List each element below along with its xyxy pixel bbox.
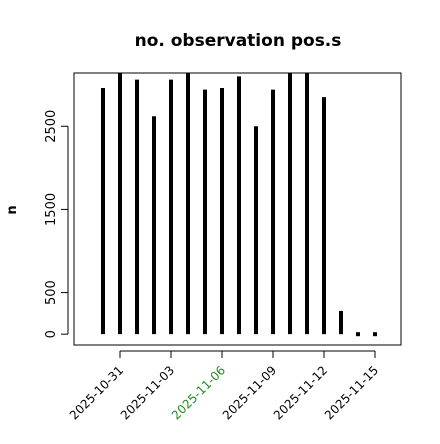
y-tick-label: 0 <box>44 330 59 338</box>
y-tick-label: 2500 <box>44 110 59 143</box>
bar <box>356 332 360 337</box>
chart-title: no. observation pos.s <box>135 31 342 51</box>
y-tick-label: 500 <box>44 280 59 305</box>
y-axis-label: n <box>5 205 20 214</box>
y-tick-label: 1500 <box>44 193 59 226</box>
plot-frame <box>73 72 402 346</box>
y-axis: 0 500 1500 2500 <box>44 110 69 338</box>
bar <box>373 332 377 337</box>
bars <box>101 73 377 337</box>
